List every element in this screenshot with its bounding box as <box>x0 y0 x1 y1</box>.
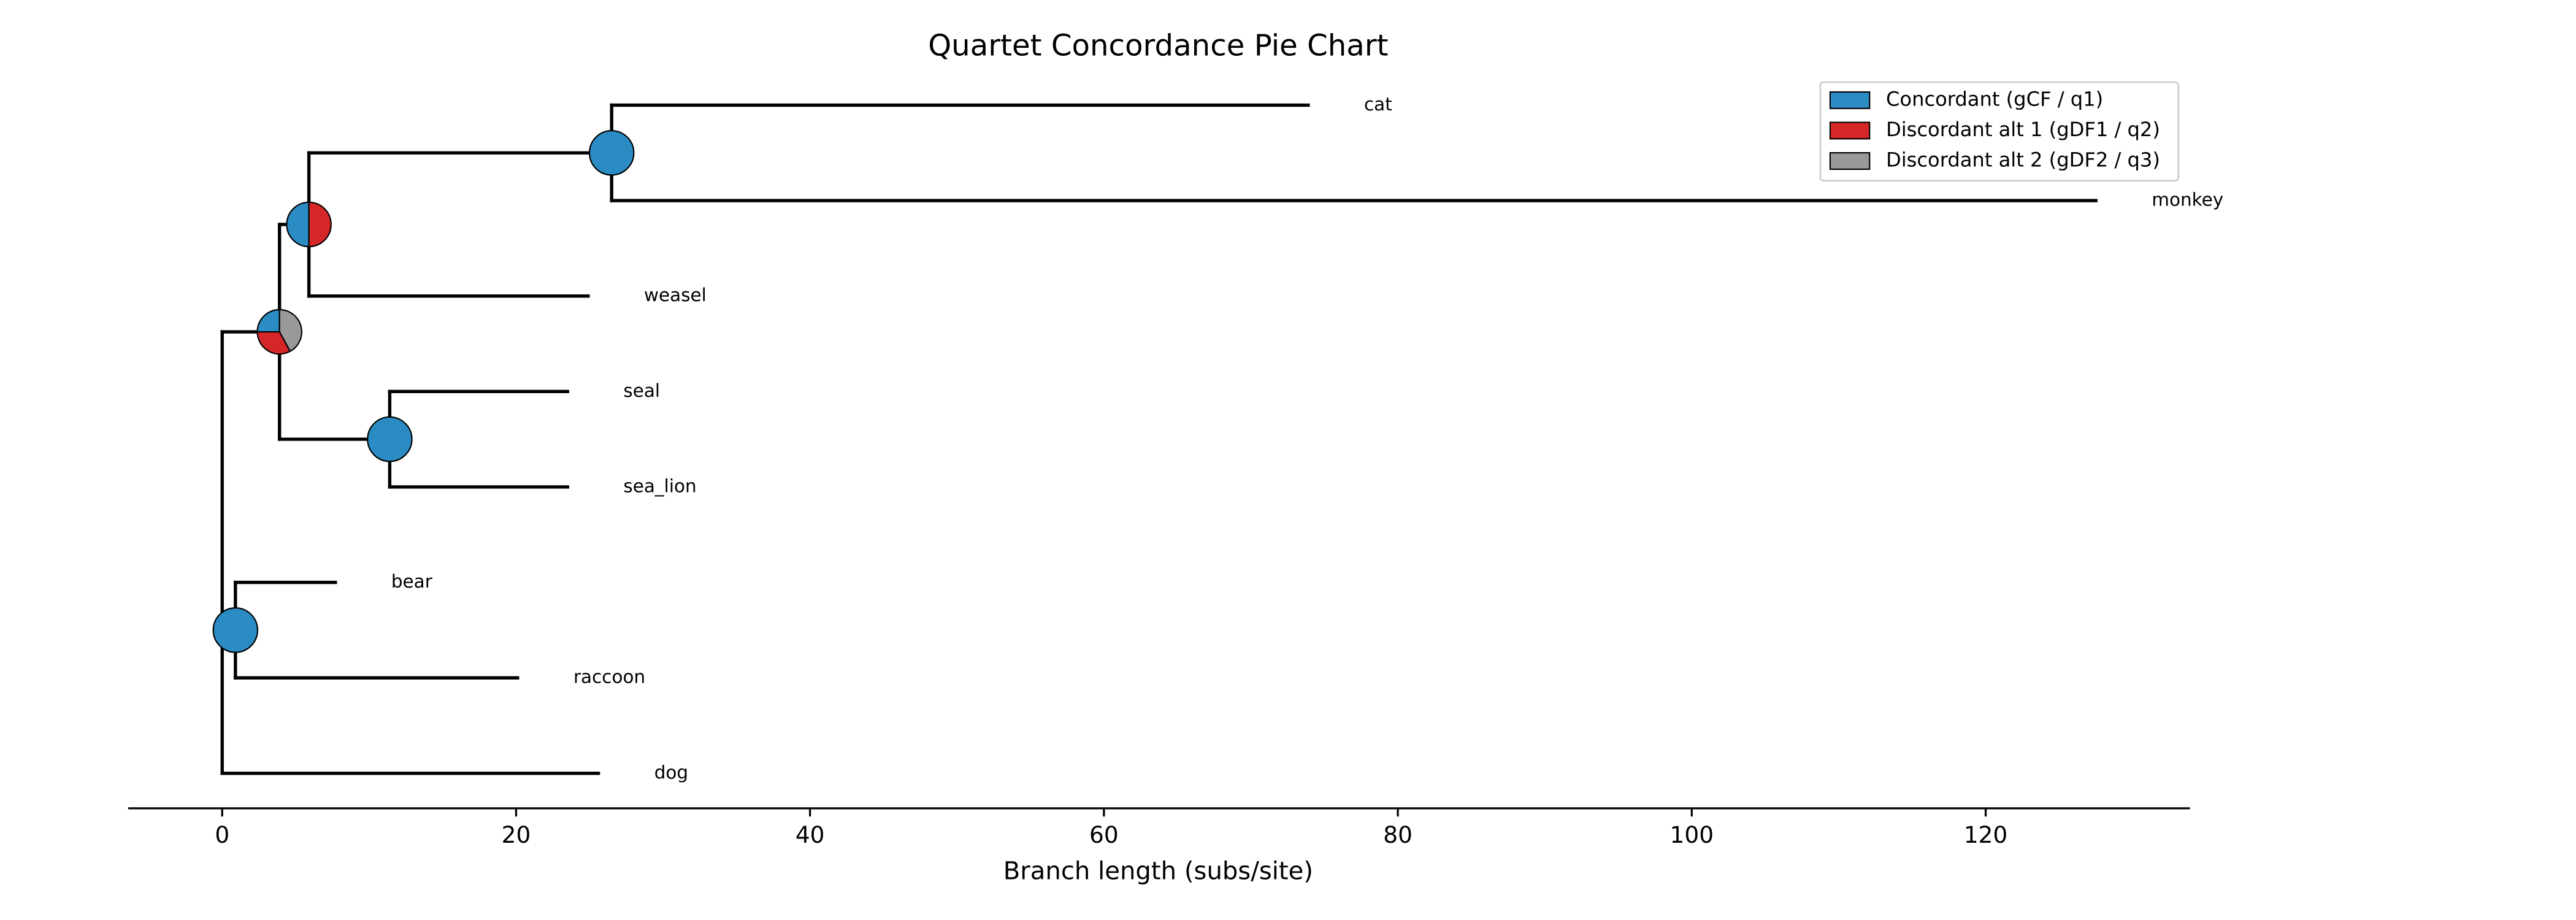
legend-label: Discordant alt 1 (gDF1 / q2) <box>1886 118 2160 141</box>
pie-wedge <box>308 201 332 248</box>
pie-wedge <box>286 201 310 248</box>
x-tick-label: 60 <box>1089 821 1119 848</box>
legend-label: Discordant alt 2 (gDF2 / q3) <box>1886 148 2160 172</box>
node-pie <box>256 309 302 355</box>
leaf-label: dog <box>654 762 688 783</box>
node-pie <box>367 416 413 462</box>
chart-title: Quartet Concordance Pie Chart <box>928 29 1388 63</box>
x-tick-label: 120 <box>1964 821 2008 848</box>
x-tick-label: 0 <box>215 821 229 848</box>
x-tick-label: 80 <box>1383 821 1413 848</box>
legend: Concordant (gCF / q1) Discordant alt 1 (g… <box>1819 81 2180 182</box>
leaf-label: raccoon <box>573 667 645 688</box>
x-axis: 0 20 40 60 80 100 120 <box>128 807 2190 848</box>
legend-swatch <box>1829 91 1871 109</box>
pie-wedge <box>588 130 635 176</box>
pie-wedge <box>278 309 302 353</box>
pie-wedge <box>256 309 280 333</box>
leaf-label: cat <box>1364 94 1392 115</box>
leaf-label: seal <box>623 380 660 401</box>
x-tick-label: 100 <box>1669 821 1714 848</box>
leaf-label: sea_lion <box>623 475 696 496</box>
pie-wedge <box>367 416 413 462</box>
legend-swatch <box>1829 121 1871 140</box>
x-axis-label: Branch length (subs/site) <box>1003 857 1313 885</box>
leaf-label: monkey <box>2152 190 2223 210</box>
legend-box <box>1819 81 2180 182</box>
legend-swatch <box>1829 152 1871 170</box>
node-pie <box>588 130 635 176</box>
leaf-label: bear <box>391 571 433 592</box>
x-tick-label: 40 <box>795 821 825 848</box>
x-tick-label: 20 <box>502 821 531 848</box>
pie-wedge <box>212 607 259 653</box>
legend-label: Concordant (gCF / q1) <box>1886 87 2103 110</box>
node-pie <box>286 201 332 248</box>
leaf-label: weasel <box>644 285 707 305</box>
node-pie <box>212 607 259 653</box>
